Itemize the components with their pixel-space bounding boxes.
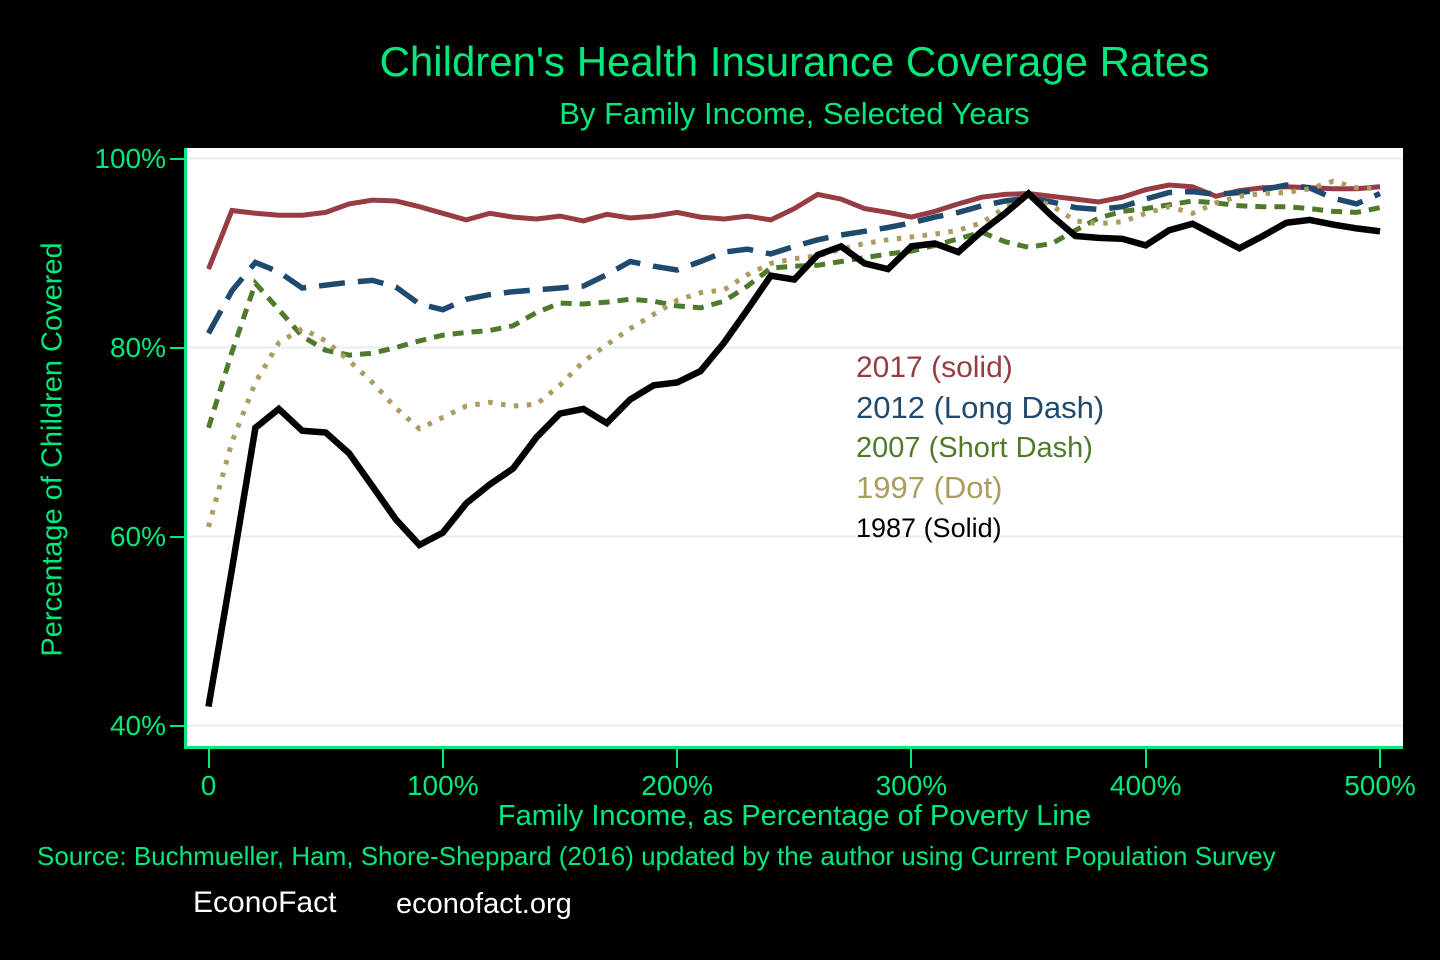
x-tick-label-100%: 100% bbox=[406, 770, 479, 801]
chart-subtitle: By Family Income, Selected Years bbox=[559, 96, 1030, 131]
x-tick-label-500%: 500% bbox=[1344, 770, 1416, 801]
chart-canvas bbox=[186, 157, 1403, 727]
y-tick-60% bbox=[170, 535, 184, 538]
y-tick-label-100%: 100% bbox=[94, 142, 166, 174]
chart-legend: 2017 (solid) 2012 (Long Dash) 2007 (Short … bbox=[856, 348, 1104, 548]
series-line-2017 bbox=[206, 182, 1381, 271]
x-tick-0 bbox=[207, 749, 210, 768]
legend-item-2012: 2012 (Long Dash) bbox=[856, 390, 1105, 425]
x-tick-100% bbox=[441, 749, 444, 768]
chart-title: Children's Health Insurance Coverage Rat… bbox=[379, 38, 1210, 85]
footer-brand-row: EconoFact econofact.org bbox=[193, 886, 572, 920]
x-axis-title: Family Income, as Percentage of Poverty … bbox=[497, 800, 1092, 832]
y-axis-title: Percentage of Children Covered bbox=[36, 242, 69, 657]
x-tick-500% bbox=[1379, 749, 1381, 768]
y-axis-line bbox=[184, 148, 187, 749]
x-tick-label-0: 0 bbox=[200, 770, 217, 801]
source-note: Source: Buchmueller, Ham, Shore-Sheppard… bbox=[37, 841, 1276, 871]
y-tick-label-80%: 80% bbox=[109, 331, 166, 363]
y-tick-80% bbox=[170, 346, 184, 349]
legend-item-2017: 2017 (solid) bbox=[856, 351, 1013, 384]
series-line-1987 bbox=[205, 189, 1381, 708]
x-axis-line bbox=[184, 746, 1403, 749]
y-tick-40% bbox=[170, 724, 184, 727]
x-tick-label-200%: 200% bbox=[641, 770, 713, 801]
econofact-logo: EconoFact bbox=[193, 886, 337, 919]
legend-item-2007: 2007 (Short Dash) bbox=[856, 432, 1093, 464]
x-tick-400% bbox=[1144, 749, 1147, 768]
econofact-url[interactable]: econofact.org bbox=[396, 888, 572, 920]
x-tick-label-400%: 400% bbox=[1109, 770, 1182, 801]
series-line-2007 bbox=[206, 198, 1381, 429]
y-tick-label-40%: 40% bbox=[109, 709, 166, 741]
x-tick-300% bbox=[910, 749, 913, 768]
legend-item-1987: 1987 (Solid) bbox=[856, 513, 1002, 543]
y-tick-100% bbox=[170, 157, 184, 160]
series-line-2012 bbox=[206, 182, 1382, 335]
x-tick-label-300%: 300% bbox=[875, 770, 948, 801]
y-tick-label-60%: 60% bbox=[109, 520, 166, 552]
legend-item-1997: 1997 (Dot) bbox=[856, 470, 1003, 505]
x-tick-200% bbox=[676, 749, 679, 768]
plot-area bbox=[186, 148, 1403, 747]
